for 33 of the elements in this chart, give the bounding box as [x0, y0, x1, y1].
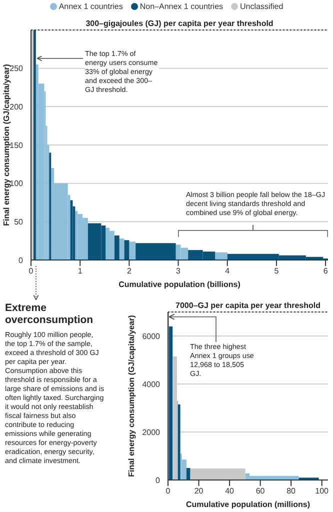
x-tick-label: 6	[323, 266, 328, 276]
y-tick-label: 200	[10, 102, 24, 112]
x-tick-label: 20	[194, 486, 204, 496]
y-axis-title: Final energy consumption (GJ/capita/year)	[2, 64, 11, 226]
text: Extreme overconsumption	[5, 302, 105, 326]
x-tick-label: 0	[28, 266, 34, 276]
x-tick-label: 5	[274, 266, 280, 276]
x-axis-title: Cumulative population (millions)	[186, 500, 310, 509]
y-axis-title: Final energy consumption (GJ/capita/year)	[126, 314, 136, 477]
x-tick-label: 4	[225, 266, 230, 276]
legend-label: Non–Annex 1 countries	[138, 2, 224, 11]
y-tick-label: 4000	[142, 380, 161, 389]
x-tick-label: 3	[176, 266, 182, 276]
x-tick-label: 60	[256, 486, 266, 496]
y-tick-label: 6000	[142, 332, 161, 341]
legend-label: Annex 1 countries	[58, 2, 123, 11]
x-tick-label: 0	[166, 486, 171, 496]
legend-label: Unclassified	[239, 2, 284, 11]
x-tick-label: 40	[225, 486, 235, 496]
x-axis-title: Cumulative population (billions)	[118, 280, 241, 289]
y-tick-label: 150	[10, 140, 24, 150]
x-tick-label: 1	[78, 266, 83, 276]
x-tick-label: 100	[315, 486, 330, 496]
y-tick-label: 0	[156, 476, 161, 485]
y-tick-label: 50	[14, 218, 24, 227]
ref-line-label: 7000–GJ per capita per year threshold	[176, 301, 321, 310]
y-tick-label: 2000	[142, 428, 161, 437]
x-tick-label: 80	[286, 486, 296, 496]
y-tick-label: 0	[18, 256, 24, 265]
y-tick-label: 250	[10, 64, 24, 74]
ref-line-label: 300–gigajoules (GJ) per capita per year threshold	[86, 19, 274, 28]
x-tick-label: 2	[126, 266, 132, 276]
y-tick-label: 100	[10, 179, 24, 188]
